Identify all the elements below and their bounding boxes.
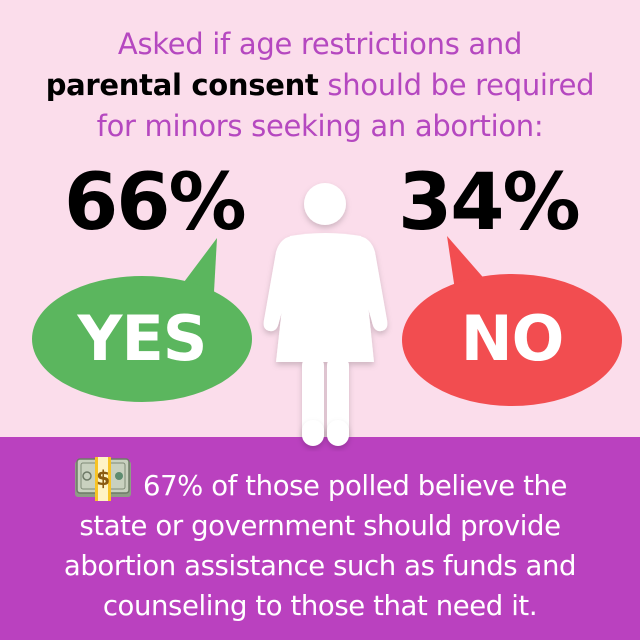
footer-line-4: counseling to those that need it. bbox=[102, 590, 538, 622]
no-percent: 34% bbox=[398, 158, 581, 248]
footer-line-1: $ 67% of those polled believe the bbox=[0, 457, 640, 506]
headline-line-2: parental consent should be required bbox=[0, 65, 640, 106]
no-speech-bubble bbox=[402, 236, 622, 406]
headline-line-2-rest: should be required bbox=[318, 68, 595, 102]
headline-line-3: for minors seeking an abortion: bbox=[96, 109, 544, 143]
money-with-dollar-banknote-icon: $ bbox=[74, 457, 131, 501]
yes-speech-bubble bbox=[32, 238, 252, 402]
svg-text:$: $ bbox=[96, 466, 110, 490]
yes-percent: 66% bbox=[64, 158, 247, 248]
woman-figure-icon bbox=[263, 183, 388, 446]
no-label: NO bbox=[460, 302, 565, 375]
headline-line-1: Asked if age restrictions and bbox=[117, 27, 523, 61]
footer-note: $ 67% of those polled believe the state … bbox=[0, 457, 640, 626]
headline-emphasis: parental consent bbox=[45, 68, 319, 102]
footer-line-1-text: 67% of those polled believe the bbox=[142, 470, 568, 502]
footer-line-3: abortion assistance such as funds and bbox=[63, 550, 577, 582]
headline: Asked if age restrictions and parental c… bbox=[0, 24, 640, 147]
footer-line-2: state or government should provide bbox=[79, 510, 561, 542]
yes-label: YES bbox=[77, 302, 208, 375]
